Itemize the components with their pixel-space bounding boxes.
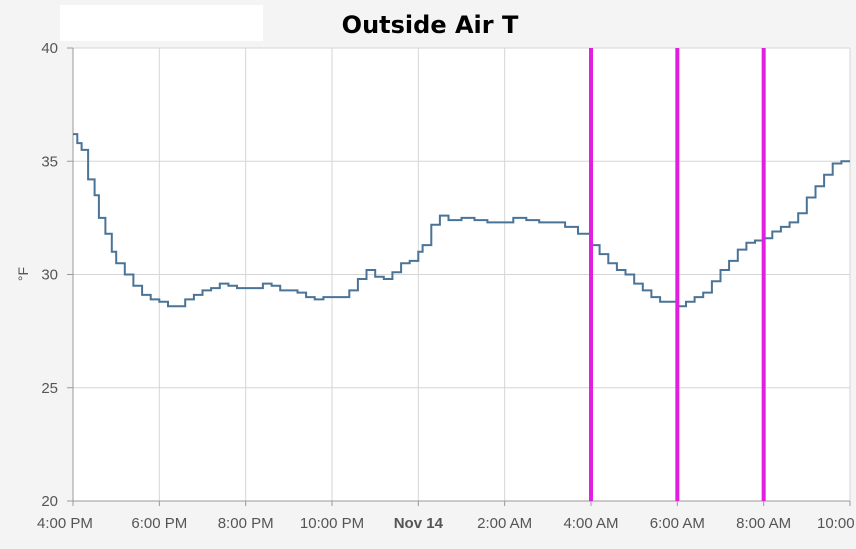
x-tick-label: 6:00 PM — [131, 515, 187, 532]
y-tick-label: 35 — [41, 153, 58, 170]
x-tick-label: 10:00 PM — [300, 515, 364, 532]
grid — [72, 47, 851, 502]
y-axis-label: °F — [15, 267, 31, 281]
y-tick-label: 25 — [41, 380, 58, 397]
x-axis-ticks: 4:00 PM 6:00 PM 8:00 PM 10:00 PM Nov 14 2:00 … — [37, 501, 856, 532]
x-tick-label: 4:00 AM — [563, 515, 618, 532]
title-blank-box — [60, 5, 263, 41]
marker-lines — [589, 48, 766, 501]
x-tick-label: Nov 14 — [394, 515, 444, 532]
chart-title: Outside Air T — [342, 11, 519, 39]
x-tick-label: 8:00 AM — [736, 515, 791, 532]
y-tick-label: 20 — [41, 493, 58, 510]
x-tick-label: 6:00 AM — [650, 515, 705, 532]
y-tick-label: 30 — [41, 267, 58, 284]
x-tick-label: 4:00 PM — [37, 515, 93, 532]
x-tick-label: 8:00 PM — [218, 515, 274, 532]
series-line-outside-air-t — [73, 133, 850, 308]
x-tick-label: 10:00 AM — [817, 515, 856, 532]
x-tick-label: 2:00 AM — [477, 515, 532, 532]
y-axis-ticks: 20 25 30 35 40 — [41, 40, 73, 510]
y-tick-label: 40 — [41, 40, 58, 57]
series-group — [73, 133, 850, 308]
